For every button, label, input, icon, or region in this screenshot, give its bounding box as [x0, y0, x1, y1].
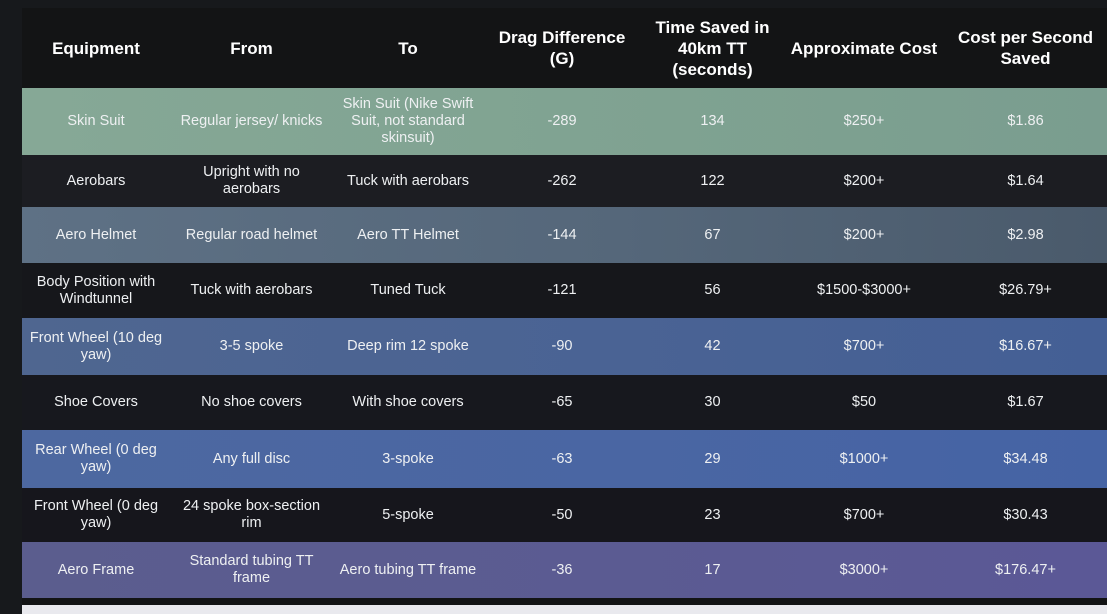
cell-time-saved: 23 — [704, 506, 721, 523]
cell-cost-per-second: $1.64 — [1007, 172, 1044, 189]
table-row: Aero Helmet Regular road helmet Aero TT … — [22, 207, 1107, 263]
cell-drag: -289 — [547, 113, 577, 129]
cell-to: 3-spoke — [382, 450, 434, 467]
cell-cost: $3000+ — [839, 561, 889, 578]
table-row: Rear Wheel (0 deg yaw) Any full disc 3-s… — [22, 430, 1107, 488]
cell-cost-per-second: $2.98 — [1007, 226, 1044, 243]
cell-drag: -90 — [551, 338, 573, 354]
cell-from: Regular road helmet — [185, 226, 318, 243]
table-row: Aero Frame Standard tubing TT frame Aero… — [22, 542, 1107, 598]
cell-equipment: Rear Wheel (0 deg yaw) — [35, 442, 157, 475]
cell-drag: -63 — [551, 450, 573, 467]
cell-equipment: Shoe Covers — [54, 394, 138, 410]
cell-to: Skin Suit (Nike Swift Suit, not standard… — [342, 96, 474, 146]
cell-from: Tuck with aerobars — [190, 282, 313, 298]
table-row: Skin Suit Regular jersey/ knicks Skin Su… — [22, 88, 1107, 155]
header-from: From — [230, 38, 273, 58]
cell-time-saved: 17 — [704, 561, 721, 578]
cell-cost-per-second: $30.43 — [1003, 506, 1048, 523]
cell-cost-per-second: $1.86 — [1007, 113, 1044, 129]
equipment-comparison-table: Equipment From To Drag Difference (G) Ti… — [22, 8, 1107, 598]
cell-from: No shoe covers — [201, 394, 302, 410]
header-cost-per-second: Cost per Second Saved — [957, 28, 1094, 68]
cell-cost: $200+ — [843, 226, 885, 243]
cell-to: 5-spoke — [382, 506, 434, 523]
cell-equipment: Body Position with Windtunnel — [36, 273, 156, 307]
cell-equipment: Front Wheel (0 deg yaw) — [33, 498, 159, 531]
cell-equipment: Aerobars — [66, 172, 126, 189]
cell-cost-per-second: $1.67 — [1007, 394, 1044, 410]
cell-cost: $700+ — [843, 506, 885, 523]
cell-time-saved: 134 — [700, 113, 725, 129]
header-approximate-cost: Approximate Cost — [790, 38, 938, 58]
cell-drag: -65 — [551, 394, 573, 410]
cell-cost: $50 — [851, 394, 877, 410]
table-row: Front Wheel (0 deg yaw) 24 spoke box-sec… — [22, 488, 1107, 542]
cell-cost: $1000+ — [839, 450, 889, 467]
header-time-saved: Time Saved in 40km TT (seconds) — [655, 17, 770, 79]
header-drag-difference: Drag Difference (G) — [498, 28, 626, 68]
cell-time-saved: 42 — [704, 338, 721, 354]
cell-time-saved: 30 — [704, 394, 721, 410]
table-row: Front Wheel (10 deg yaw) 3-5 spoke Deep … — [22, 318, 1107, 375]
cell-drag: -36 — [551, 561, 573, 578]
cell-from: 24 spoke box-section rim — [182, 498, 321, 531]
cell-drag: -50 — [551, 506, 573, 523]
cell-cost: $700+ — [843, 338, 885, 354]
cell-to: Aero TT Helmet — [357, 226, 459, 243]
cell-from: Standard tubing TT frame — [189, 553, 314, 586]
table-row: Aerobars Upright with no aerobars Tuck w… — [22, 155, 1107, 207]
cell-time-saved: 67 — [704, 226, 721, 243]
cell-drag: -144 — [547, 226, 577, 243]
cell-from: Regular jersey/ knicks — [180, 113, 323, 129]
bottom-edge-strip — [22, 605, 1107, 614]
cell-to: Aero tubing TT frame — [339, 561, 477, 578]
header-to: To — [398, 38, 418, 58]
cell-cost: $200+ — [843, 172, 885, 189]
slide-screen: Equipment From To Drag Difference (G) Ti… — [22, 8, 1107, 614]
cell-from: 3-5 spoke — [219, 338, 284, 354]
cell-to: Tuned Tuck — [370, 282, 446, 298]
header-equipment: Equipment — [52, 38, 140, 58]
cell-drag: -262 — [547, 172, 577, 189]
cell-equipment: Skin Suit — [67, 113, 125, 129]
table-row: Body Position with Windtunnel Tuck with … — [22, 263, 1107, 318]
cell-time-saved: 56 — [704, 282, 721, 298]
cell-equipment: Aero Frame — [57, 561, 135, 578]
cell-equipment: Aero Helmet — [55, 226, 137, 243]
table-header-row: Equipment From To Drag Difference (G) Ti… — [22, 8, 1107, 88]
cell-to: Deep rim 12 spoke — [347, 338, 469, 354]
cell-equipment: Front Wheel (10 deg yaw) — [29, 329, 163, 363]
cell-cost: $250+ — [843, 113, 885, 129]
cell-time-saved: 29 — [704, 450, 721, 467]
cell-from: Upright with no aerobars — [203, 164, 300, 197]
cell-drag: -121 — [547, 282, 577, 298]
cell-cost-per-second: $34.48 — [1003, 450, 1048, 467]
cell-to: Tuck with aerobars — [347, 172, 469, 189]
cell-cost-per-second: $26.79+ — [999, 282, 1052, 298]
cell-cost-per-second: $176.47+ — [995, 561, 1056, 578]
cell-cost: $1500-$3000+ — [817, 282, 911, 298]
cell-cost-per-second: $16.67+ — [999, 338, 1052, 354]
table-row: Shoe Covers No shoe covers With shoe cov… — [22, 375, 1107, 430]
cell-time-saved: 122 — [700, 172, 725, 189]
cell-from: Any full disc — [212, 450, 291, 467]
cell-to: With shoe covers — [352, 394, 464, 410]
